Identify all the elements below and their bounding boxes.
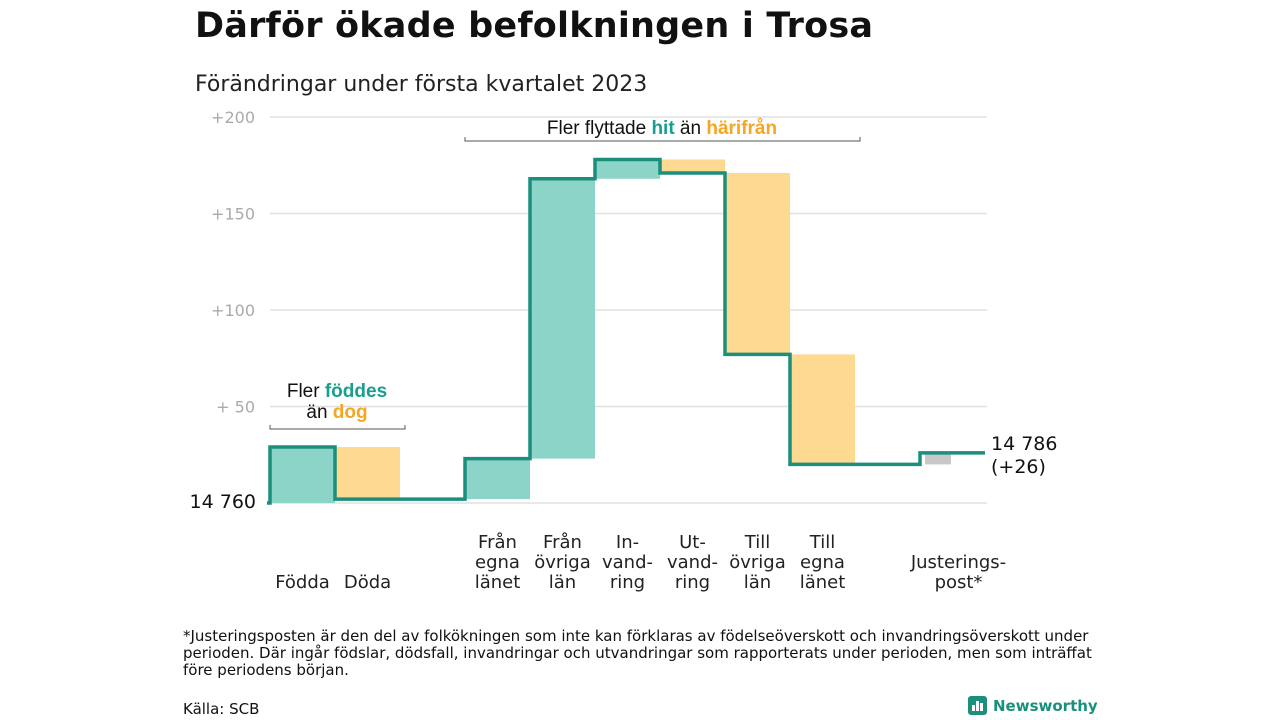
category-label: vand-: [602, 552, 653, 573]
bar-outflow: [726, 172, 790, 355]
category-label: vand-: [667, 552, 718, 573]
category-label: länet: [475, 572, 521, 593]
category-label: Födda: [275, 572, 330, 593]
category-label: Till: [809, 532, 835, 553]
bar-outflow: [791, 354, 855, 465]
category-label: Döda: [344, 572, 391, 593]
category-label: Från: [543, 532, 582, 553]
category-label: Ut-: [679, 532, 706, 553]
category-label: egna: [800, 552, 845, 573]
category-label: övriga: [729, 552, 786, 573]
category-label: Till: [744, 532, 770, 553]
category-label: Från: [478, 532, 517, 553]
newsworthy-logo-icon: [968, 696, 987, 715]
cumulative-step-line: [267, 157, 985, 505]
category-label: ring: [675, 572, 710, 593]
end-value-label: 14 786: [991, 433, 1057, 455]
category-label: län: [744, 572, 771, 593]
y-tick-label: +100: [211, 301, 255, 320]
migration-annotation: Fler flyttade hit än härifrån: [547, 118, 777, 139]
bar-outflow: [661, 159, 725, 173]
bar-inflow: [271, 447, 335, 503]
waterfall-chart: +200 +150 +100 + 50 14 760 14 786(+26) Födda Dö…: [190, 108, 1058, 593]
bar-adjustment: [925, 452, 951, 465]
category-label: In-: [616, 532, 639, 553]
births-annotation-line1: Fler föddes: [287, 381, 387, 402]
bar-inflow: [531, 178, 595, 459]
brand-name: Newsworthy: [993, 696, 1098, 715]
chart-subtitle: Förändringar under första kvartalet 2023: [195, 72, 648, 97]
y-tick-label: + 50: [216, 398, 255, 417]
y-tick-label: +150: [211, 205, 255, 224]
chart-title: Därför ökade befolkningen i Trosa: [195, 6, 874, 46]
bar-inflow: [466, 458, 530, 500]
category-label: Justerings-: [910, 552, 1006, 573]
births-annotation-line2: än dog: [306, 402, 367, 423]
category-label: egna: [475, 552, 520, 573]
category-label: ring: [610, 572, 645, 593]
category-label: post*: [935, 572, 983, 593]
births-bracket: [269, 425, 406, 430]
y-tick-label: +200: [211, 108, 255, 127]
bar-inflow: [596, 159, 660, 179]
category-label: län: [549, 572, 576, 593]
category-label: övriga: [534, 552, 591, 573]
category-label: länet: [800, 572, 846, 593]
bar-outflow: [336, 447, 400, 500]
source-label: Källa: SCB: [183, 700, 260, 718]
start-value-label: 14 760: [190, 491, 256, 513]
end-change-label: (+26): [991, 456, 1046, 478]
footnote: *Justeringsposten är den del av folkökni…: [183, 627, 1092, 679]
brand-logo: Newsworthy: [968, 696, 1098, 715]
migration-bracket: [464, 137, 861, 142]
